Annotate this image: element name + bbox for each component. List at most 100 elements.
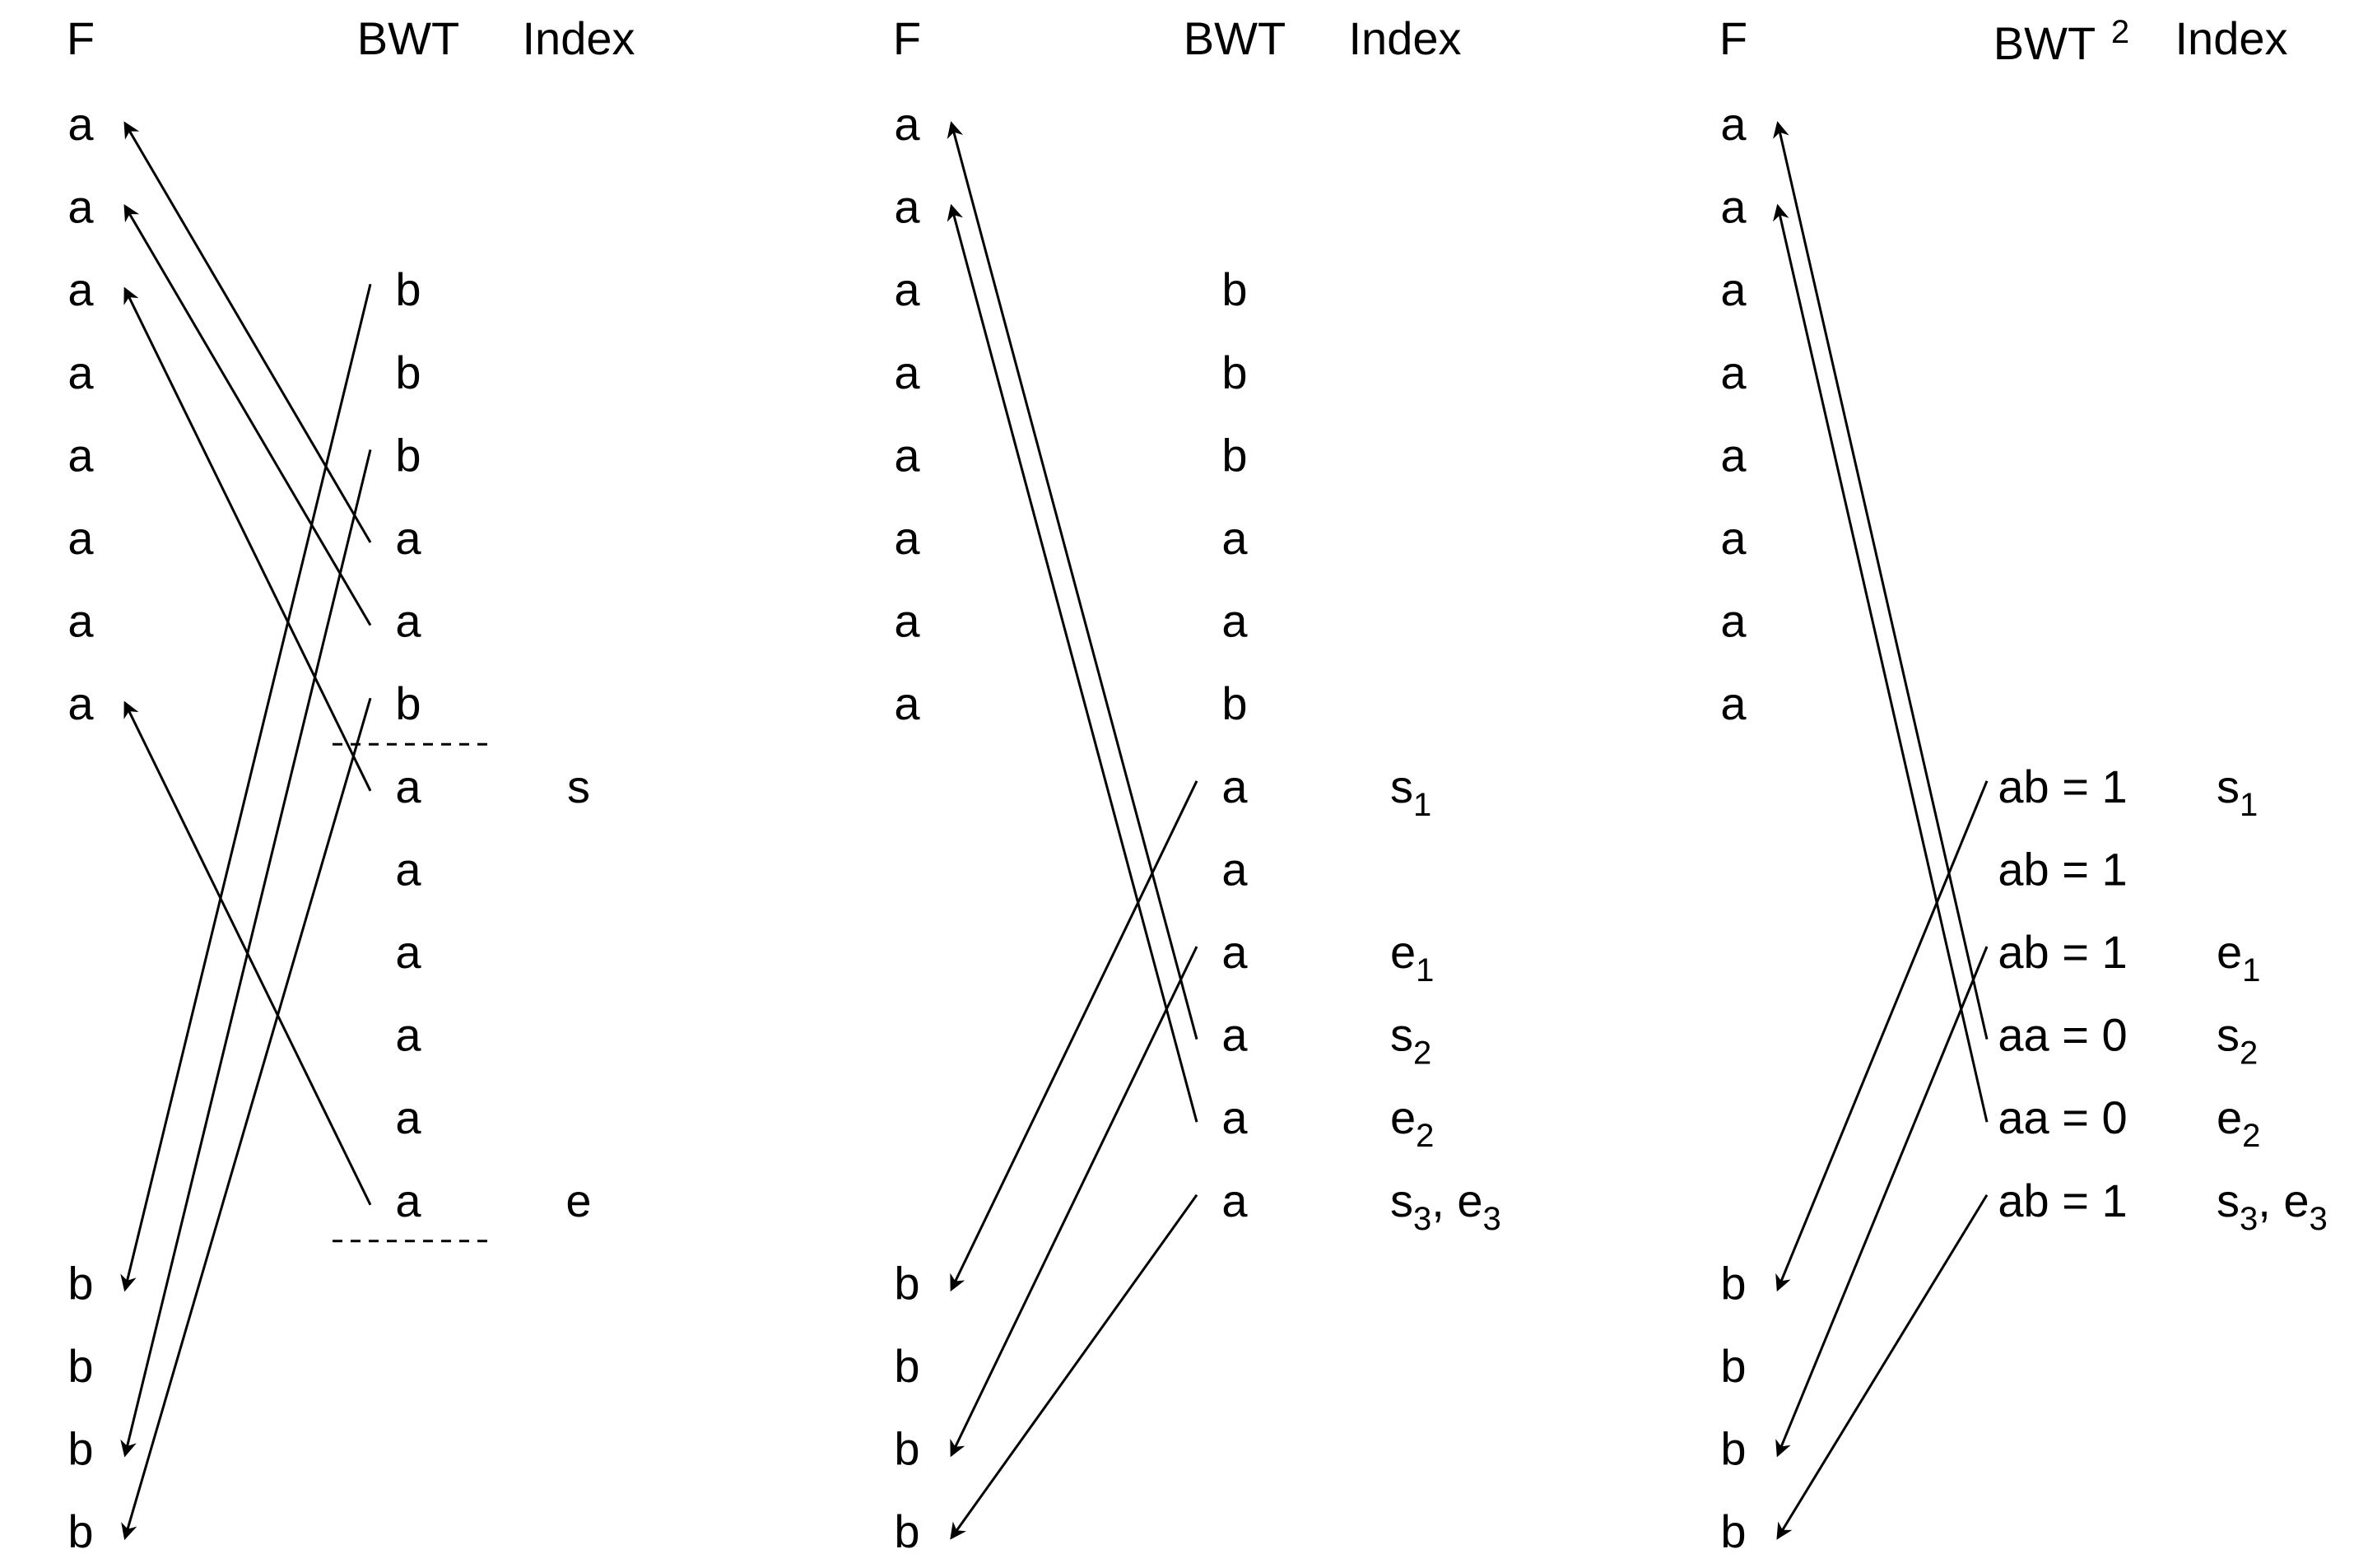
arrows [1773, 121, 1989, 1540]
f-cell: b [1720, 1505, 1746, 1557]
lf-mapping-arrow [950, 946, 1198, 1458]
f-cell: a [894, 595, 920, 647]
bwt-column: ab = 1 ab = 1 ab = 1 aa = 0 aa = 0 ab = 1 [1998, 761, 2127, 1226]
bwt-cell: a [395, 1091, 421, 1143]
bwt-cell: ab = 1 [1998, 843, 2127, 895]
f-cell: a [67, 181, 94, 233]
f-cell: b [67, 1257, 93, 1309]
bwt-cell: b [1221, 347, 1247, 398]
f-cell: a [67, 429, 94, 481]
f-cell: a [894, 98, 920, 150]
index-cell: s1 [2217, 761, 2258, 823]
f-cell: b [1720, 1423, 1746, 1475]
f-cell: b [1720, 1257, 1746, 1309]
index-cell: e1 [1390, 926, 1434, 989]
bwt-cell: b [1221, 263, 1247, 315]
lf-mapping-arrow [1775, 946, 1989, 1458]
f-cell: b [894, 1257, 919, 1309]
bwt-cell: a [395, 1009, 421, 1061]
bwt-cell: a [1221, 1175, 1248, 1226]
lf-mapping-arrow [120, 283, 372, 1292]
bwt-header: BWT [357, 12, 459, 64]
lf-mapping-arrow [123, 204, 372, 626]
bwt-cell: a [395, 595, 421, 647]
index-cell: s2 [1390, 1009, 1431, 1072]
index-cell: s2 [2217, 1009, 2258, 1072]
separators [333, 742, 494, 1243]
bwt-cell: ab = 1 [1998, 926, 2127, 978]
lf-mapping-arrow [1775, 780, 1989, 1292]
index-header: Index [523, 12, 635, 64]
lf-mapping-arrow [123, 286, 372, 792]
bwt-header-superscript: 2 [2111, 14, 2129, 50]
f-cell: a [894, 677, 920, 729]
lf-mapping-arrow [1773, 121, 1989, 1040]
f-cell: a [1720, 98, 1747, 150]
f-cell: a [67, 595, 94, 647]
bwt-cell: a [395, 843, 421, 895]
arrows [947, 121, 1198, 1540]
f-cell: a [894, 181, 920, 233]
bwt-cell: b [395, 677, 421, 729]
bwt-cell: a [1221, 761, 1248, 812]
lf-mapping-arrow [123, 121, 372, 543]
bwt-header: BWT [1184, 12, 1286, 64]
bwt-header: BWT [1993, 17, 2096, 69]
index-column: s1 e1 s2 e2 s3, e3 [1390, 761, 1501, 1237]
lf-mapping-arrow [950, 1193, 1198, 1540]
f-cell: b [894, 1423, 919, 1475]
bwt-cell: b [395, 263, 421, 315]
index-cell: s1 [1390, 761, 1431, 823]
bwt-cell: aa = 0 [1998, 1009, 2127, 1061]
index-cell: s3, e3 [2217, 1175, 2328, 1237]
f-cell: a [894, 263, 920, 315]
f-cell: a [1720, 429, 1747, 481]
f-header: F [67, 12, 95, 64]
index-cell: e2 [2217, 1091, 2260, 1154]
bwt-cell: a [1221, 843, 1248, 895]
lf-mapping-arrow [950, 780, 1198, 1292]
lf-mapping-arrow [120, 449, 372, 1458]
index-cell: e2 [1390, 1091, 1434, 1154]
bwt-cell: aa = 0 [1998, 1091, 2127, 1143]
f-cell: a [1720, 263, 1747, 315]
index-cell: e1 [2217, 926, 2260, 989]
bwt-cell: b [1221, 429, 1247, 481]
f-cell: a [67, 347, 94, 398]
lf-mapping-arrow [121, 697, 372, 1541]
f-cell: a [1720, 595, 1747, 647]
f-cell: b [67, 1340, 93, 1392]
bwt-cell: a [1221, 1009, 1248, 1061]
f-cell: b [1720, 1340, 1746, 1392]
lf-mapping-arrow [1773, 203, 1989, 1123]
index-cell: s3, e3 [1390, 1175, 1501, 1237]
f-header: F [1719, 12, 1747, 64]
bwt-cell: b [395, 429, 421, 481]
f-cell: a [1720, 512, 1747, 564]
index-header: Index [2175, 12, 2288, 64]
lf-mapping-arrow [947, 203, 1198, 1123]
f-cell: b [67, 1423, 93, 1475]
bwt-cell: a [1221, 926, 1248, 978]
bwt-cell: ab = 1 [1998, 761, 2127, 812]
arrows [120, 121, 372, 1541]
bwt-cell: b [395, 347, 421, 398]
f-cell: a [67, 263, 94, 315]
f-cell: a [1720, 347, 1747, 398]
bwt-cell: a [1221, 595, 1248, 647]
bwt-cell: a [395, 512, 421, 564]
index-column: s1 e1 s2 e2 s3, e3 [2217, 761, 2328, 1237]
f-cell: b [67, 1505, 93, 1557]
bwt-cell: a [1221, 1091, 1248, 1143]
f-cell: b [894, 1340, 919, 1392]
bwt-cell: b [1221, 677, 1247, 729]
